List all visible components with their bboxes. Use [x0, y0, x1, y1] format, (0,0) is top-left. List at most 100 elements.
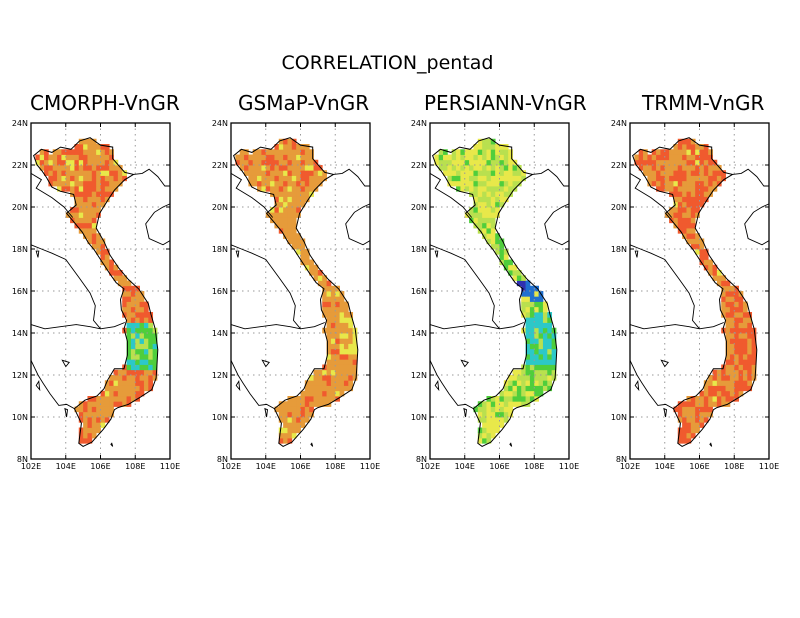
- grid-cell: [660, 159, 666, 166]
- grid-cell: [686, 417, 692, 423]
- grid-cell: [734, 301, 739, 308]
- grid-cell: [296, 249, 301, 255]
- grid-cell: [456, 154, 461, 161]
- grid-cell: [304, 259, 310, 266]
- grid-cell: [534, 317, 539, 323]
- lon-tick-label: 102E: [21, 462, 41, 471]
- grid-cell: [152, 333, 158, 339]
- grid-cell: [516, 369, 522, 376]
- grid-cell: [317, 170, 323, 176]
- grid-cell: [87, 432, 93, 439]
- grid-cell: [643, 154, 648, 161]
- grid-cell: [339, 364, 345, 371]
- grid-cell: [313, 165, 319, 171]
- grid-cell: [725, 354, 731, 360]
- grid-cell: [78, 207, 84, 213]
- grid-cell: [313, 401, 319, 407]
- grid-cell: [673, 212, 679, 218]
- grid-cell: [278, 411, 284, 418]
- grid-cell: [542, 348, 548, 355]
- grid-cell: [695, 233, 700, 239]
- grid-cell: [443, 170, 448, 176]
- grid-cell: [278, 196, 284, 203]
- grid-cell: [742, 369, 748, 376]
- grid-cell: [135, 296, 140, 302]
- grid-cell: [87, 175, 93, 182]
- grid-cell: [503, 259, 509, 266]
- grid-cell: [538, 385, 544, 392]
- grid-cell: [721, 369, 726, 376]
- grid-cell: [330, 285, 336, 292]
- grid-cell: [712, 275, 718, 281]
- grid-cell: [317, 401, 323, 407]
- grid-cell: [322, 175, 327, 182]
- grid-cell: [464, 154, 470, 161]
- grid-cell: [690, 201, 696, 208]
- grid-cell: [747, 380, 753, 386]
- lat-tick-label: 18N: [12, 245, 28, 254]
- grid-cell: [117, 180, 123, 187]
- grid-cell: [538, 375, 544, 381]
- grid-cell: [516, 275, 522, 281]
- grid-cell: [274, 191, 280, 197]
- grid-cell: [682, 422, 687, 428]
- grid-cell: [296, 149, 301, 155]
- grid-cell: [74, 159, 80, 166]
- grid-cell: [682, 222, 687, 229]
- grid-cell: [721, 280, 726, 287]
- grid-cell: [104, 380, 110, 386]
- grid-cell: [516, 380, 522, 386]
- grid-cell: [78, 417, 84, 423]
- panel-title-cmorph: CMORPH-VnGR: [30, 91, 180, 115]
- grid-cell: [495, 411, 500, 418]
- grid-cell: [91, 222, 97, 229]
- grid-cell: [734, 306, 739, 313]
- lon-tick-label: 106E: [290, 462, 310, 471]
- grid-cell: [130, 317, 136, 323]
- grid-cell: [330, 364, 336, 371]
- grid-cell: [695, 149, 700, 155]
- grid-cell: [300, 254, 306, 260]
- grid-cell: [699, 144, 705, 150]
- grid-cell: [304, 180, 310, 187]
- grid-cell: [74, 406, 80, 413]
- grid-cell: [291, 154, 297, 161]
- grid-cell: [313, 275, 319, 281]
- grid-cell: [91, 165, 97, 171]
- grid-cell: [339, 390, 345, 397]
- grid-cell: [699, 165, 705, 171]
- grid-cell: [486, 411, 492, 418]
- grid-cell: [283, 222, 288, 229]
- grid-cell: [690, 243, 696, 250]
- grid-cell: [48, 154, 54, 161]
- grid-cell: [300, 401, 306, 407]
- grid-cell: [78, 438, 84, 444]
- grid-cell: [330, 390, 336, 397]
- grid-cell: [495, 238, 500, 245]
- grid-cell: [473, 170, 479, 176]
- grid-cell: [490, 165, 496, 171]
- grid-cell: [682, 159, 687, 166]
- grid-cell: [135, 301, 140, 308]
- grid-cell: [143, 306, 149, 313]
- grid-cell: [148, 385, 154, 392]
- grid-cell: [244, 159, 249, 166]
- grid-cell: [335, 380, 340, 386]
- grid-cell: [660, 180, 666, 187]
- grid-cell: [703, 264, 709, 271]
- grid-cell: [70, 165, 75, 171]
- grid-cell: [317, 390, 323, 397]
- grid-cell: [148, 348, 154, 355]
- grid-cell: [490, 417, 496, 423]
- grid-cell: [283, 411, 288, 418]
- grid-cell: [109, 180, 114, 187]
- grid-cell: [477, 207, 483, 213]
- grid-cell: [725, 396, 731, 402]
- grid-cell: [716, 396, 722, 402]
- grid-cell: [265, 175, 271, 182]
- grid-cell: [343, 312, 349, 318]
- grid-cell: [699, 396, 705, 402]
- grid-cell: [725, 369, 731, 376]
- grid-cell: [482, 207, 487, 213]
- grid-cell: [130, 375, 136, 381]
